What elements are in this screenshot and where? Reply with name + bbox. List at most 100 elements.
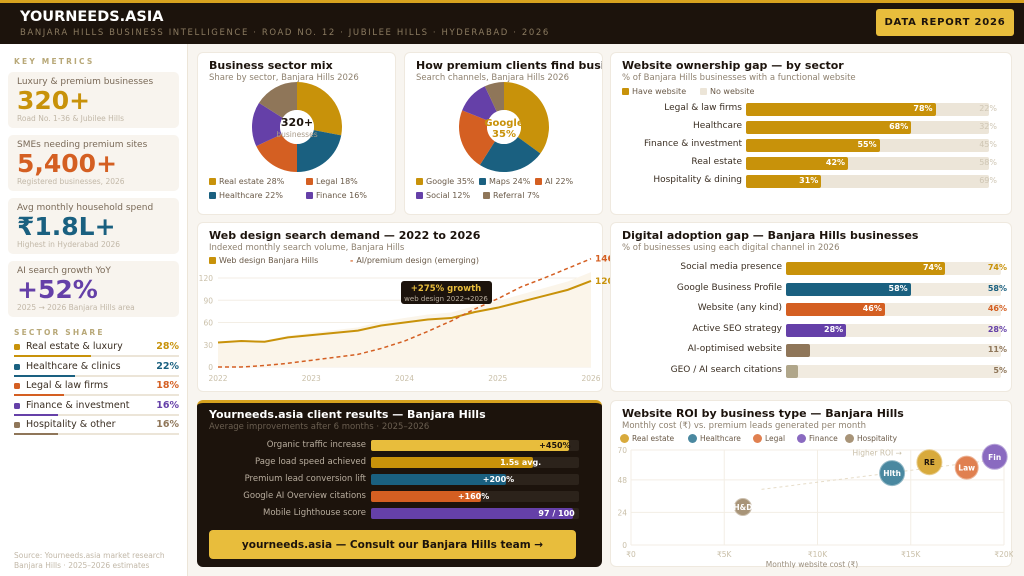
bubble-healthcare[interactable]	[879, 460, 906, 487]
have-website-value: 68%	[889, 122, 909, 131]
legend-item: Real estate 28%	[209, 177, 284, 186]
bubble-label: Law	[958, 464, 975, 473]
legend-swatch	[306, 178, 313, 185]
sector-bar-fill	[14, 355, 91, 357]
sector-row: Healthcare & clinics 22%	[14, 360, 179, 380]
adoption-bar-row: Google Business Profile 58% 58%	[677, 282, 1007, 296]
result-bar	[371, 440, 569, 451]
result-row: Premium lead conversion lift +200%	[245, 474, 579, 485]
bubble-finance[interactable]	[981, 443, 1008, 470]
ai-design-line	[218, 258, 592, 368]
x-tick-label: ₹20K	[994, 550, 1013, 559]
bubble-label: Hlth	[883, 469, 901, 478]
top-accent-strip	[0, 0, 1024, 3]
sector-name: Real estate & luxury	[26, 341, 123, 352]
card-subtitle: Share by sector, Banjara Hills 2026	[209, 73, 359, 83]
header: YOURNEEDS.ASIA BANJARA HILLS BUSINESS IN…	[0, 3, 1024, 44]
card-title: Yourneeds.asia client results — Banjara …	[209, 408, 486, 421]
card-subtitle: % of businesses using each digital chann…	[622, 243, 840, 253]
result-value: 1.5s avg.	[500, 458, 542, 467]
legend-swatch	[688, 434, 697, 443]
metric-sub: Road No. 1-36 & Jubilee Hills	[17, 114, 124, 123]
consult-cta-button[interactable]: yourneeds.asia — Consult our Banjara Hil…	[209, 530, 576, 559]
legend-swatch	[753, 434, 762, 443]
ownership-bar-row: Healthcare 68% 32%	[693, 121, 997, 134]
donut-slice-maps	[479, 136, 541, 172]
sector-dot-icon	[14, 344, 20, 350]
adoption-bar	[786, 323, 847, 337]
sector-dot-icon	[14, 402, 20, 409]
sector-pct: 22%	[156, 360, 179, 372]
have-website-bar	[746, 157, 849, 170]
x-tick-label: 2024	[395, 374, 414, 383]
legend-swatch	[416, 192, 423, 199]
legend-swatch	[797, 434, 806, 443]
bubble-legal[interactable]	[954, 455, 979, 480]
result-value: +450%	[539, 441, 571, 450]
ownership-bar-row: Real estate 42% 58%	[691, 157, 997, 170]
bubble-label: Fin	[988, 453, 1001, 462]
donut-slice-healthcare	[297, 130, 342, 172]
sector-dot-icon	[14, 383, 20, 389]
search-demand-card: Web design search demand — 2022 to 2026 …	[197, 222, 614, 392]
donut-slice-finance	[252, 102, 283, 147]
sector-row: Finance & investment 16%	[14, 400, 179, 419]
bar-label: GEO / AI search citations	[670, 364, 782, 375]
adoption-bar-value: 74%	[922, 263, 943, 272]
no-website-value: 45%	[979, 140, 997, 149]
sector-name: Healthcare & clinics	[26, 360, 121, 372]
tagline: BANJARA HILLS BUSINESS INTELLIGENCE · RO…	[20, 28, 550, 38]
donut-slice-ai	[459, 110, 495, 165]
sector-dot-icon	[14, 363, 20, 370]
result-bar	[371, 474, 507, 485]
bubble-hospitality[interactable]	[733, 498, 752, 516]
x-axis-label: Monthly website cost (₹)	[766, 560, 858, 568]
legend-item: Finance 16%	[306, 191, 367, 200]
donut-slice-referral	[484, 82, 504, 112]
metric-label: AI search growth YoY	[17, 266, 111, 276]
card-subtitle: Search channels, Banjara Hills 2026	[416, 73, 570, 83]
roi-scatter-chart: 0 24 48 70 ₹0 ₹5K ₹10K ₹15K ₹20K Monthly website …	[617, 443, 1013, 568]
x-tick-label: 2022	[208, 374, 227, 383]
no-website-value: 69%	[979, 176, 997, 185]
adoption-value: 46%	[987, 304, 1007, 313]
roi-scatter-card: Website ROI by business type — Banjara H…	[610, 400, 1013, 568]
metric-sub: 2025 → 2026 Banjara Hills area	[17, 303, 135, 312]
sector-bar-track	[14, 413, 179, 416]
metric-card: SMEs needing premium sites 5,400+ Register…	[8, 135, 179, 191]
legend-item: Social 12%	[416, 191, 470, 200]
legend-swatch	[306, 192, 313, 199]
data-report-button[interactable]: DATA REPORT 2026	[876, 9, 1014, 36]
growth-annotation-box	[401, 281, 492, 304]
adoption-value: 28%	[987, 324, 1007, 334]
sector-row: Real estate & luxury 28%	[14, 341, 179, 360]
web-design-line	[217, 280, 592, 344]
legend-swatch	[535, 178, 542, 185]
legend-have-website: Have website	[622, 87, 686, 96]
y-tick-label: 48	[617, 476, 627, 485]
legend-swatch	[479, 178, 486, 185]
legend-label: Healthcare 22%	[219, 191, 283, 200]
y-tick-label: 70	[617, 446, 627, 455]
card-title: Business sector mix	[209, 59, 333, 72]
legend-swatch	[845, 434, 854, 443]
y-tick-label: 120	[199, 274, 214, 283]
adoption-bar	[786, 282, 911, 296]
adoption-value: 5%	[993, 365, 1007, 375]
donut-slice-google	[504, 82, 549, 154]
ownership-bar-row: Legal & law firms 78% 22%	[664, 103, 997, 116]
annotation-title: +275% growth	[411, 284, 481, 294]
card-subtitle: Indexed monthly search volume, Banjara H…	[209, 243, 405, 253]
sector-bar-fill	[14, 374, 75, 377]
x-tick-label: 2023	[302, 374, 321, 383]
metric-value: ₹1.8L+	[17, 212, 116, 241]
legend-item: Legal 18%	[306, 177, 358, 186]
legend-item: Real estate	[620, 434, 674, 443]
brand-logo[interactable]: YOURNEEDS.ASIA	[20, 9, 164, 25]
metric-value: +52%	[17, 275, 98, 304]
bubble-real estate[interactable]	[916, 449, 943, 476]
result-row: Google AI Overview citations +160%	[243, 491, 579, 502]
y-tick-label: 60	[203, 319, 213, 328]
result-label: Mobile Lighthouse score	[263, 508, 366, 518]
